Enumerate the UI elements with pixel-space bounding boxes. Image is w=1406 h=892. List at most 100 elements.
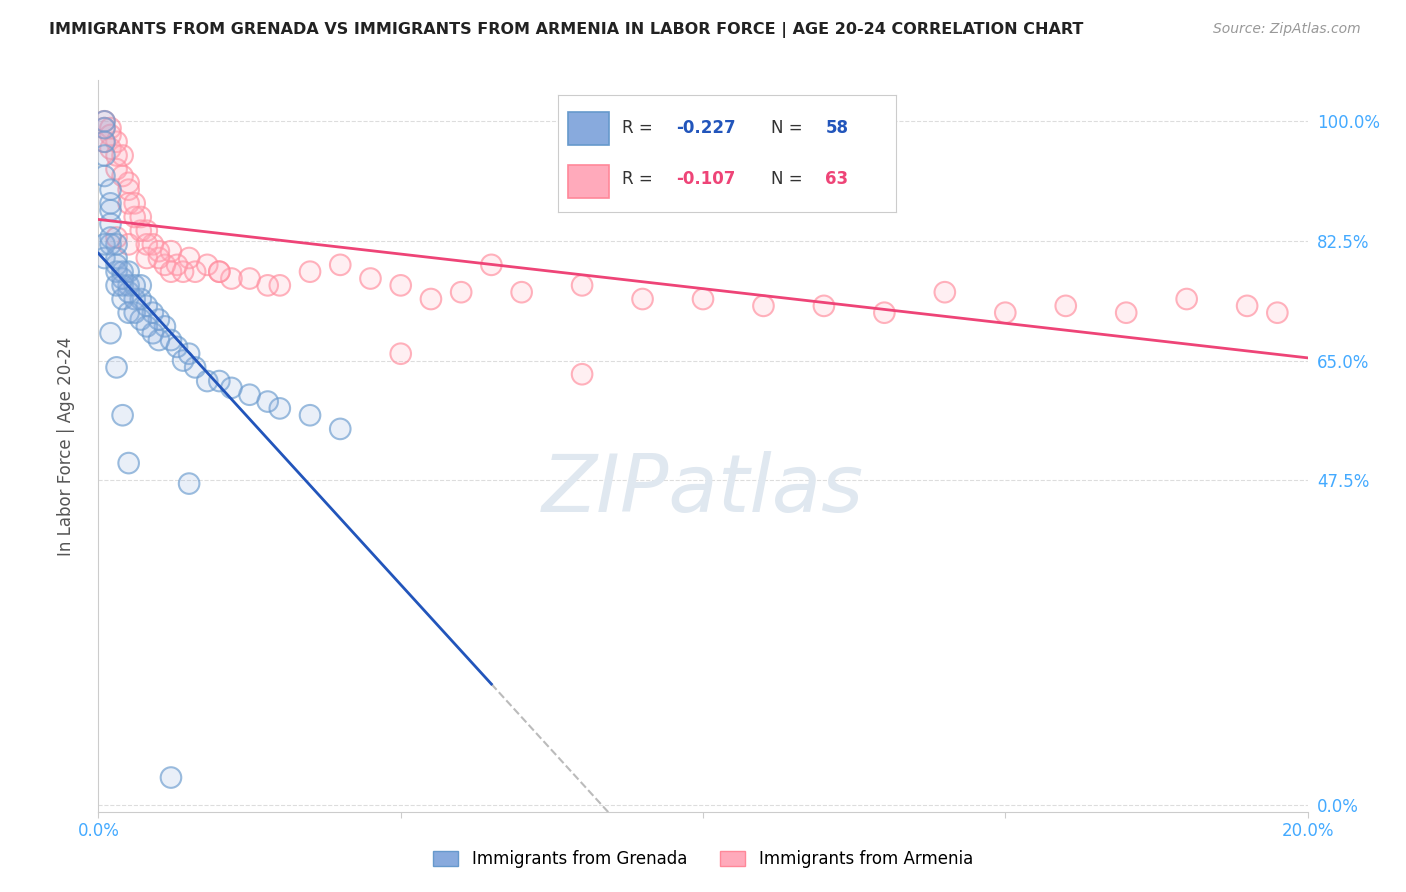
Point (195, 374, 218, 388)
Point (256, 278, 278, 293)
Point (208, 374, 231, 388)
Point (118, 183, 141, 197)
Point (450, 285, 472, 300)
Point (105, 135, 128, 149)
Point (813, 299, 835, 313)
Point (118, 456, 141, 470)
Point (873, 306, 896, 320)
Point (389, 278, 412, 293)
Point (118, 176, 141, 190)
Point (184, 265, 207, 279)
Point (129, 278, 152, 293)
Point (118, 278, 141, 293)
Point (172, 265, 194, 279)
Point (93, 114, 115, 128)
Point (100, 183, 122, 197)
Point (148, 251, 170, 265)
Point (239, 271, 262, 285)
Point (195, 258, 218, 272)
Point (1054, 299, 1077, 313)
Point (160, 771, 183, 785)
Point (481, 258, 503, 272)
Point (269, 278, 291, 293)
Point (124, 306, 146, 320)
Point (100, 183, 122, 197)
Point (166, 340, 188, 354)
Point (135, 224, 157, 238)
Point (124, 278, 146, 293)
Point (160, 265, 183, 279)
Point (118, 278, 141, 293)
Point (153, 319, 176, 334)
Point (105, 360, 128, 375)
Point (105, 265, 128, 279)
Point (148, 312, 170, 326)
Point (124, 210, 146, 224)
Point (360, 271, 382, 285)
Point (142, 237, 165, 252)
Point (166, 258, 188, 272)
Point (153, 319, 176, 334)
Point (1175, 292, 1198, 306)
Point (93, 237, 115, 252)
Point (221, 381, 243, 395)
Point (239, 271, 262, 285)
Point (105, 230, 128, 244)
Point (160, 265, 183, 279)
Point (118, 196, 141, 211)
Point (124, 196, 146, 211)
Point (172, 265, 194, 279)
Point (329, 422, 352, 436)
Point (100, 237, 122, 252)
Point (160, 333, 183, 347)
Point (129, 292, 152, 306)
Point (100, 230, 122, 244)
Point (135, 319, 157, 334)
Point (184, 360, 207, 375)
Point (135, 299, 157, 313)
Point (111, 169, 134, 183)
Legend: Immigrants from Grenada, Immigrants from Armenia: Immigrants from Grenada, Immigrants from… (426, 844, 980, 875)
Point (93, 121, 115, 136)
Point (692, 292, 714, 306)
Point (389, 347, 412, 361)
Point (1236, 299, 1258, 313)
Point (105, 237, 128, 252)
Point (118, 285, 141, 300)
Point (100, 237, 122, 252)
Point (1175, 292, 1198, 306)
Point (179, 251, 201, 265)
Point (160, 333, 183, 347)
Point (269, 401, 291, 416)
Point (148, 333, 170, 347)
Point (118, 265, 141, 279)
Point (420, 292, 443, 306)
Point (93, 135, 115, 149)
Point (420, 292, 443, 306)
Point (184, 265, 207, 279)
Point (172, 353, 194, 368)
Point (111, 271, 134, 285)
Point (160, 771, 183, 785)
Point (571, 368, 593, 382)
Point (631, 292, 654, 306)
Point (93, 135, 115, 149)
Point (692, 292, 714, 306)
Point (105, 258, 128, 272)
Point (184, 360, 207, 375)
Point (129, 224, 152, 238)
Point (142, 237, 165, 252)
Point (172, 353, 194, 368)
Point (752, 299, 775, 313)
Point (93, 237, 115, 252)
Point (208, 374, 231, 388)
Point (118, 237, 141, 252)
Point (100, 128, 122, 142)
Point (105, 251, 128, 265)
Point (148, 244, 170, 259)
Point (129, 312, 152, 326)
Point (179, 476, 201, 491)
Point (135, 251, 157, 265)
Point (124, 196, 146, 211)
Point (105, 230, 128, 244)
